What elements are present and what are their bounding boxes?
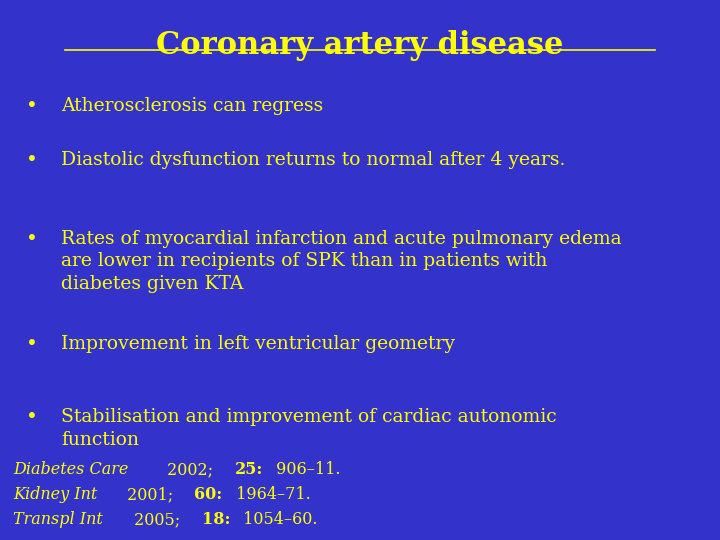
Text: Stabilisation and improvement of cardiac autonomic
function: Stabilisation and improvement of cardiac… — [61, 408, 557, 449]
Text: Kidney Int: Kidney Int — [13, 487, 97, 503]
Text: •: • — [27, 230, 38, 248]
Text: Improvement in left ventricular geometry: Improvement in left ventricular geometry — [61, 335, 455, 353]
Text: •: • — [27, 151, 38, 170]
Text: •: • — [27, 97, 38, 116]
Text: 25:: 25: — [235, 461, 263, 478]
Text: 60:: 60: — [194, 487, 222, 503]
Text: 906–11.: 906–11. — [271, 461, 341, 478]
Text: Rates of myocardial infarction and acute pulmonary edema
are lower in recipients: Rates of myocardial infarction and acute… — [61, 230, 622, 293]
Text: 2001;: 2001; — [122, 487, 178, 503]
Text: •: • — [27, 408, 38, 427]
Text: 18:: 18: — [202, 511, 230, 528]
Text: Atherosclerosis can regress: Atherosclerosis can regress — [61, 97, 323, 115]
Text: Diabetes Care: Diabetes Care — [13, 461, 128, 478]
Text: Coronary artery disease: Coronary artery disease — [156, 30, 564, 60]
Text: Diastolic dysfunction returns to normal after 4 years.: Diastolic dysfunction returns to normal … — [61, 151, 566, 169]
Text: 2005;: 2005; — [129, 511, 185, 528]
Text: 1054–60.: 1054–60. — [238, 511, 318, 528]
Text: 2002;: 2002; — [162, 461, 218, 478]
Text: 1964–71.: 1964–71. — [231, 487, 310, 503]
Text: Transpl Int: Transpl Int — [13, 511, 103, 528]
Text: •: • — [27, 335, 38, 354]
